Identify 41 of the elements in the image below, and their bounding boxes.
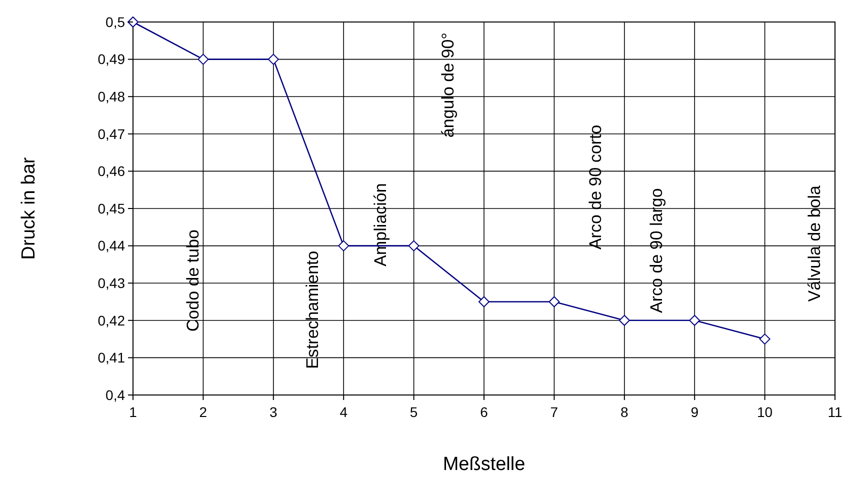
x-tick-label: 9 [690, 404, 699, 420]
y-tick-label: 0,45 [98, 200, 126, 216]
x-tick-label: 7 [550, 404, 558, 420]
y-tick-label: 0,48 [98, 88, 126, 104]
x-tick-label: 10 [757, 404, 773, 420]
point [268, 54, 279, 65]
x-tick-label: 4 [340, 404, 348, 420]
y-tick-label: 0,46 [98, 163, 126, 180]
point [548, 296, 560, 308]
y-tick-label: 0,43 [98, 275, 126, 291]
annotation: Codo de tubo [184, 229, 203, 332]
point [408, 240, 420, 252]
annotation: Arco de 90 corto [586, 124, 605, 250]
x-tick-label: 1 [129, 404, 138, 420]
y-tick-label: 0,49 [98, 51, 126, 68]
annotation: Arco de 90 largo [646, 188, 666, 313]
y-tick-label: 0,42 [98, 312, 126, 328]
x-tick-label: 5 [410, 404, 418, 420]
point [618, 314, 630, 326]
annotation: Ampliación [371, 183, 390, 266]
point [759, 334, 770, 345]
x-axis-title: Meßstelle [442, 454, 526, 475]
x-tick-label: 8 [620, 404, 628, 420]
y-tick-label: 0,44 [98, 238, 126, 254]
point [338, 240, 350, 252]
x-tick-label: 6 [480, 404, 488, 420]
annotation: ángulo de 90° [438, 32, 458, 138]
y-tick-label: 0,47 [98, 126, 126, 142]
annotation: Válvula de bola [804, 184, 824, 302]
annotation: Estrechamiento [302, 250, 322, 369]
point [198, 54, 209, 65]
point [478, 296, 490, 308]
y-axis-title: Druck in bar [18, 156, 40, 260]
y-tick-label: 0,5 [106, 14, 126, 30]
point [689, 314, 700, 326]
y-tick-label: 0,4 [106, 386, 126, 403]
point [128, 16, 138, 28]
x-tick-label: 2 [199, 404, 208, 420]
y-tick-label: 0,41 [98, 350, 126, 366]
x-tick-label: 11 [828, 404, 842, 420]
x-tick-label: 3 [270, 404, 278, 420]
